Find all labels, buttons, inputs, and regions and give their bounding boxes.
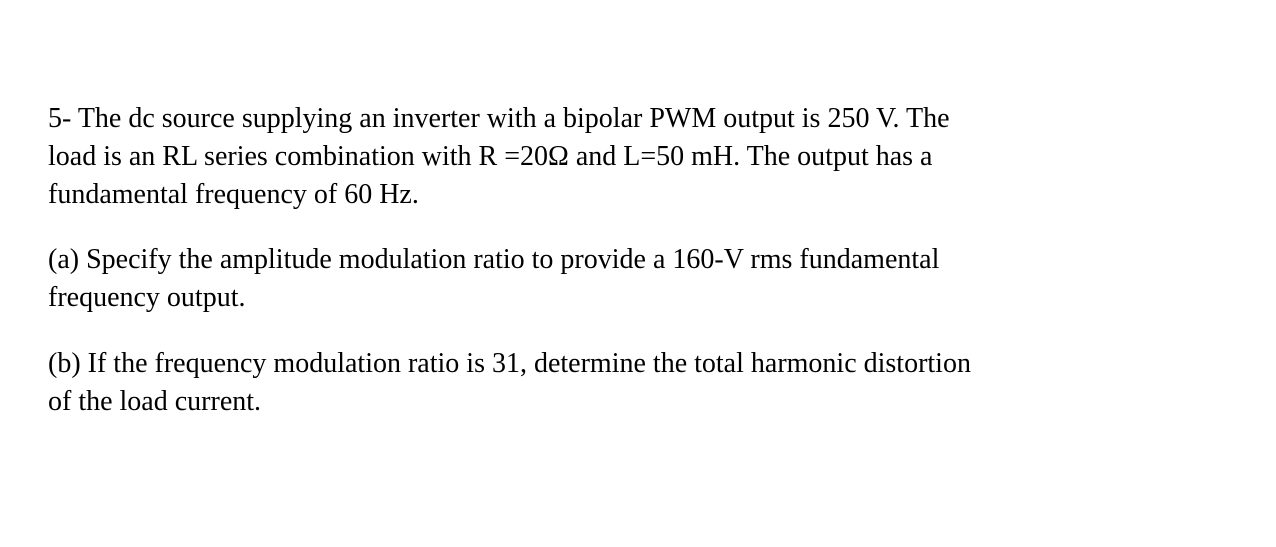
part-b-line-2: of the load current. xyxy=(48,386,261,417)
problem-part-a: (a) Specify the amplitude modulation rat… xyxy=(48,241,1228,317)
problem-statement-line-3: fundamental frequency of 60 Hz. xyxy=(48,179,419,210)
problem-statement: 5- The dc source supplying an inverter w… xyxy=(48,100,1228,213)
part-a-line-2: frequency output. xyxy=(48,282,246,313)
problem-statement-line-1: 5- The dc source supplying an inverter w… xyxy=(48,103,950,134)
part-b-line-1: (b) If the frequency modulation ratio is… xyxy=(48,348,971,379)
problem-statement-line-2: load is an RL series combination with R … xyxy=(48,141,933,172)
problem-part-b: (b) If the frequency modulation ratio is… xyxy=(48,345,1228,421)
part-a-line-1: (a) Specify the amplitude modulation rat… xyxy=(48,244,939,275)
